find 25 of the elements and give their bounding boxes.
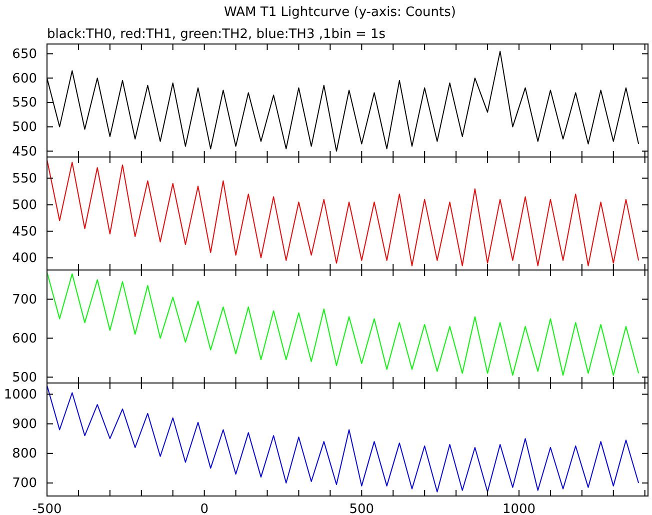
- y-tick-label: 450: [12, 224, 37, 240]
- y-tick-label: 450: [12, 144, 37, 160]
- x-tick-label: 1000: [502, 502, 536, 515]
- y-tick-label: 500: [12, 370, 37, 386]
- y-tick-label: 400: [12, 250, 37, 266]
- x-tick-label: 0: [200, 502, 208, 515]
- chart-subtitle: black:TH0, red:TH1, green:TH2, blue:TH3 ,1bin = 1s: [47, 27, 386, 42]
- y-tick-label: 700: [12, 292, 37, 308]
- line-series: [47, 384, 640, 492]
- y-tick-label: 550: [12, 96, 37, 111]
- chart-title: WAM T1 Lightcurve (y-axis: Counts): [224, 5, 456, 20]
- y-tick-label: 650: [12, 46, 37, 62]
- y-tick-label: 550: [12, 171, 37, 186]
- y-tick-label: 500: [12, 120, 37, 135]
- y-tick-label: 600: [12, 331, 37, 346]
- y-tick-label: 500: [12, 198, 37, 213]
- y-tick-label: 900: [12, 416, 37, 432]
- y-tick-label: 1000: [4, 387, 37, 402]
- y-tick-label: 800: [12, 446, 37, 462]
- x-tick-label: 500: [349, 502, 374, 515]
- y-tick-label: 700: [12, 476, 37, 492]
- line-series: [47, 271, 640, 376]
- x-tick-label: -500: [32, 502, 62, 515]
- line-series: [47, 159, 640, 266]
- y-tick-label: 600: [12, 71, 37, 86]
